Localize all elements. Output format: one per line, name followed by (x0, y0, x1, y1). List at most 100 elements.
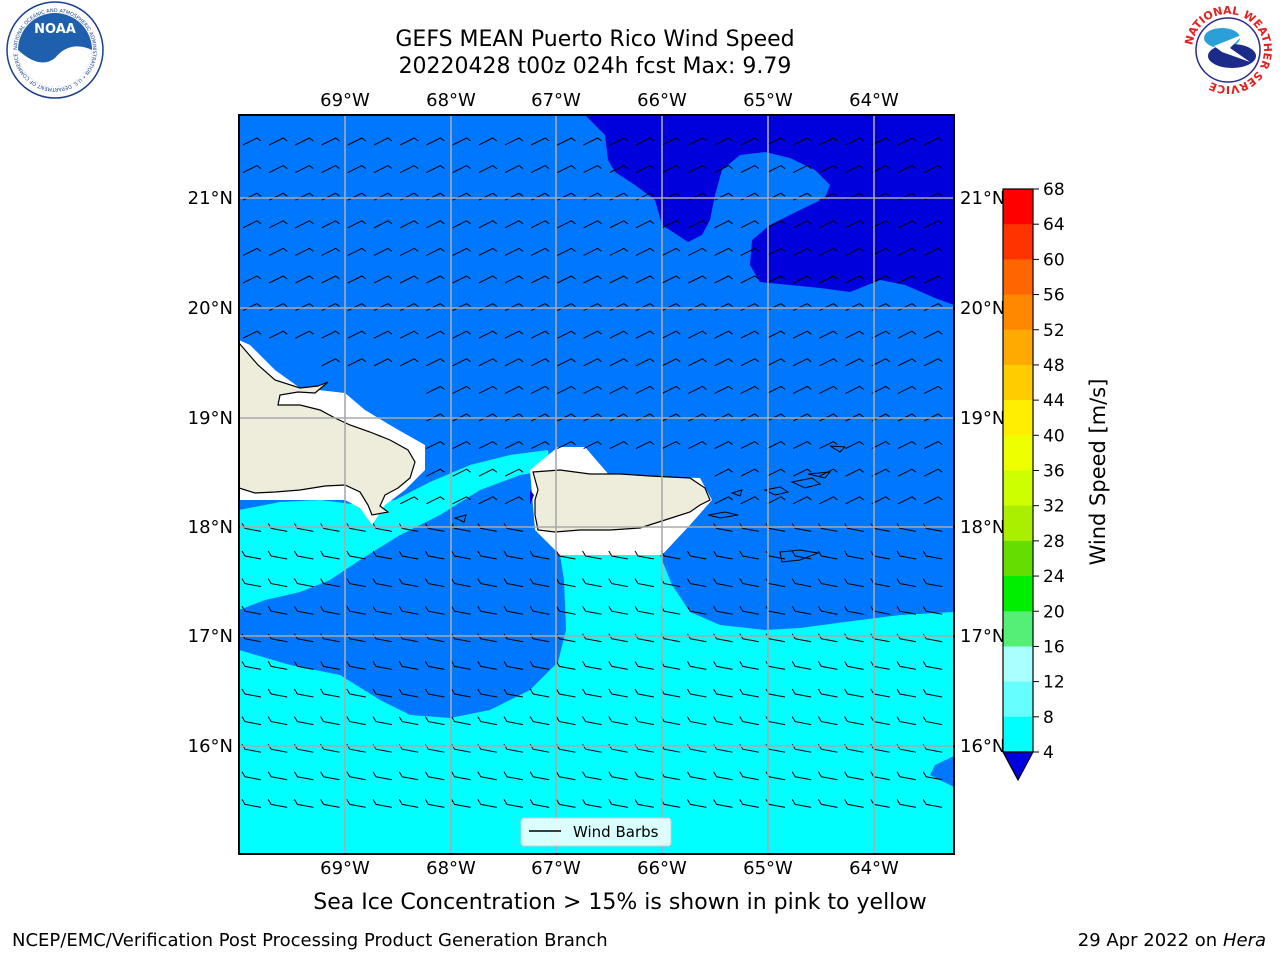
map-area (239, 115, 954, 854)
lon-label: 68°W (426, 90, 476, 111)
colorbar-segment (1003, 470, 1033, 507)
wind-barb (398, 605, 419, 615)
wind-barb (372, 716, 393, 726)
wind-barb (791, 716, 812, 726)
wind-barb (426, 247, 445, 256)
colorbar-tick-label: 12 (1043, 673, 1065, 693)
wind-barb (295, 165, 314, 174)
wind-barb (583, 137, 602, 146)
wind-barb (688, 247, 707, 256)
wind-barb (791, 771, 812, 781)
wind-barb (922, 523, 943, 532)
wind-barb (555, 716, 576, 726)
colorbar-tick-label: 24 (1043, 567, 1065, 587)
wind-barb (609, 358, 629, 367)
colorbar-segment (1003, 329, 1033, 366)
wind-barb (557, 441, 576, 450)
wind-barb (634, 550, 655, 560)
lon-label: 65°W (743, 90, 793, 111)
wind-barb (373, 137, 393, 146)
wind-barb (530, 385, 550, 394)
wind-barb (922, 578, 943, 588)
wind-barb (241, 799, 262, 808)
lat-label: 19°N (960, 408, 1005, 429)
wind-barb (320, 771, 340, 781)
wind-barb (399, 165, 419, 174)
lon-label: 65°W (743, 858, 793, 879)
wind-barb (295, 330, 314, 339)
wind-barb (267, 661, 288, 670)
wind-barb (819, 358, 838, 367)
wind-barb (608, 605, 628, 615)
wind-barb (819, 247, 838, 256)
wind-barb (896, 550, 917, 560)
wind-barb (478, 165, 498, 174)
wind-barb (242, 275, 262, 284)
colorbar-segment (1003, 294, 1033, 331)
wind-barb (791, 688, 812, 698)
wind-barb (478, 330, 498, 339)
wind-barb (503, 605, 524, 615)
wind-barb (426, 220, 445, 229)
wind-barb (477, 523, 497, 532)
wind-barb (321, 247, 340, 256)
wind-barb (897, 137, 917, 146)
wind-barb (661, 330, 681, 339)
island-virgin-gorda (807, 471, 832, 479)
wind-barb (686, 688, 707, 698)
wind-barb (372, 771, 393, 781)
wind-barb (426, 165, 445, 174)
wind-barb (896, 661, 917, 670)
wind-barb (452, 275, 471, 284)
wind-barb (845, 496, 864, 505)
wind-barb (503, 771, 524, 781)
colorbar-tick-label: 68 (1043, 180, 1065, 200)
wind-barb (897, 165, 917, 174)
wind-barb (871, 358, 891, 367)
wind-barb (922, 688, 943, 698)
wind-barb (765, 523, 786, 532)
lat-label: 19°N (188, 408, 233, 429)
wind-barb (923, 137, 943, 146)
island-desecheo (453, 514, 467, 523)
colorbar-tick-label: 64 (1043, 215, 1065, 235)
lon-label: 69°W (320, 90, 370, 111)
wind-barb (504, 330, 524, 339)
wind-barb (372, 688, 393, 698)
wind-barb (372, 661, 393, 670)
wind-barb (844, 771, 864, 781)
wind-barb (424, 661, 445, 670)
wind-barb (792, 247, 812, 256)
wind-barb (242, 330, 262, 339)
wind-barb (373, 330, 393, 339)
wind-barb (609, 247, 629, 256)
colorbar-tick-label: 40 (1043, 426, 1065, 446)
wind-barb (241, 688, 262, 698)
wind-barb (347, 247, 367, 256)
wind-barb (844, 550, 864, 560)
wind-barb (478, 468, 498, 477)
wind-barb (426, 468, 445, 477)
wind-barb (792, 385, 812, 394)
wind-barb (426, 441, 445, 450)
wind-barb (268, 165, 288, 174)
wind-barb (321, 165, 340, 174)
wind-barb (583, 330, 602, 339)
wind-barb (452, 330, 471, 339)
lat-label: 18°N (188, 517, 233, 538)
wind-barb (582, 605, 602, 615)
wind-barb (688, 137, 707, 146)
wind-barb (372, 605, 393, 615)
wind-barb (897, 441, 917, 450)
wind-barb (897, 330, 917, 339)
lon-label: 68°W (426, 858, 476, 879)
wind-barb (713, 550, 733, 560)
island-anegada (829, 445, 847, 453)
wind-barb (503, 688, 524, 698)
wind-barb (845, 165, 864, 174)
wind-barb (766, 137, 786, 146)
wind-barb (897, 385, 917, 394)
wind-barb (739, 661, 759, 670)
island-st-croix (779, 549, 820, 563)
